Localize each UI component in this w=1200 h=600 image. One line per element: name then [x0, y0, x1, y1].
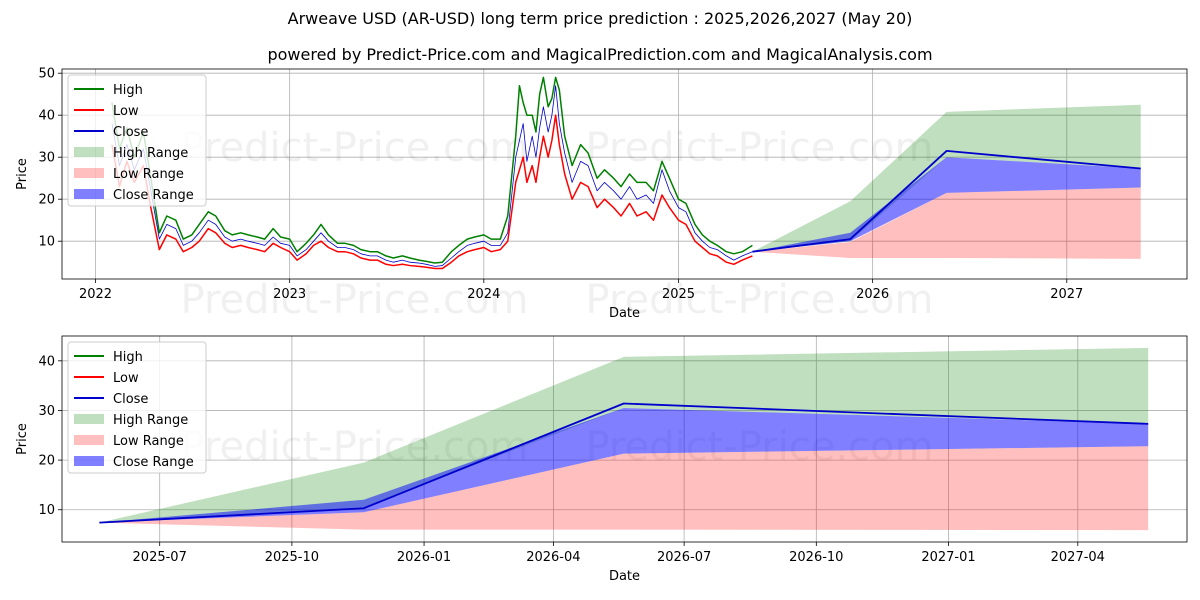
close-range-band — [99, 407, 1149, 523]
y-tick-label: 30 — [38, 151, 55, 166]
close-range-band — [752, 157, 1141, 252]
watermark: Predict-Price.com — [586, 277, 934, 323]
high-range-band — [99, 347, 1149, 523]
watermark: Predict-Price.com — [181, 277, 529, 323]
plot-area — [99, 347, 1149, 531]
y-axis-label: Price — [15, 423, 30, 455]
y-tick-label: 40 — [38, 354, 55, 369]
x-tick-label: 2026-07 — [657, 550, 711, 565]
y-tick-label: 20 — [38, 454, 55, 469]
x-tick-label: 2026-04 — [526, 550, 580, 565]
y-tick-label: 50 — [38, 67, 55, 82]
axes-frame — [61, 335, 1188, 543]
watermark: Predict-Price.com — [181, 125, 529, 171]
legend-swatch-low-range — [74, 168, 104, 178]
high-series-line — [111, 76, 753, 264]
axes-frame — [61, 68, 1188, 280]
legend-label-close: Close — [113, 125, 148, 140]
legend-box — [67, 341, 207, 474]
x-tick-label: 2022 — [79, 287, 112, 302]
legend-label-low: Low — [113, 104, 139, 119]
legend-swatch-low-range — [74, 435, 104, 445]
legend-label-high: High — [113, 350, 143, 365]
close-forecast-line — [99, 402, 1149, 524]
y-tick-label: 10 — [38, 503, 55, 518]
legend: High Low Close High Range Low Range Close Ran… — [67, 341, 207, 474]
x-tick-label: 2027-01 — [921, 550, 975, 565]
y-tick-label: 40 — [38, 109, 55, 124]
chart-title: Arweave USD (AR-USD) long term price pre… — [287, 9, 913, 28]
low-range-band — [752, 187, 1141, 259]
x-tick-label: 2023 — [273, 287, 306, 302]
y-axis-label: Price — [15, 158, 30, 190]
legend: High Low Close High Range Low Range Close Ran… — [67, 74, 207, 207]
legend-label-high-range: High Range — [113, 146, 188, 161]
x-tick-label: 2026 — [856, 287, 889, 302]
chart-panel-top: Predict-Price.com Predict-Price.com Predic… — [15, 67, 1188, 323]
watermark: Predict-Price.com — [586, 125, 934, 171]
legend-label-close-range: Close Range — [113, 455, 194, 470]
x-tick-label: 2027 — [1050, 287, 1083, 302]
legend-swatch-high-range — [74, 147, 104, 157]
y-tick-label: 20 — [38, 193, 55, 208]
plot-area — [111, 76, 1141, 270]
x-tick-label: 2024 — [467, 287, 500, 302]
x-axis-label: Date — [609, 569, 640, 584]
x-axis-label: Date — [609, 306, 640, 321]
legend-label-low-range: Low Range — [113, 167, 184, 182]
y-tick-label: 10 — [38, 235, 55, 250]
x-tick-label: 2025-07 — [133, 550, 187, 565]
y-tick-label: 30 — [38, 404, 55, 419]
low-range-band — [99, 446, 1149, 531]
chart-panel-bottom: Predict-Price.comPredict-Price.com2025-0… — [15, 335, 1188, 584]
legend-label-high-range: High Range — [113, 413, 188, 428]
legend-label-low-range: Low Range — [113, 434, 184, 449]
close-forecast-line — [752, 149, 1141, 253]
x-tick-label: 2027-04 — [1051, 550, 1105, 565]
x-tick-label: 2025-10 — [265, 550, 319, 565]
x-tick-label: 2025 — [662, 287, 695, 302]
legend-swatch-high-range — [74, 414, 104, 424]
x-tick-label: 2026-01 — [397, 550, 451, 565]
chart-subtitle: powered by Predict-Price.com and Magical… — [267, 45, 933, 64]
legend-box — [67, 74, 207, 207]
close-series-line — [111, 85, 753, 267]
legend-swatch-close-range — [74, 456, 104, 466]
legend-label-close-range: Close Range — [113, 188, 194, 203]
legend-swatch-close-range — [74, 189, 104, 199]
high-range-band — [752, 104, 1141, 252]
x-tick-label: 2026-10 — [789, 550, 843, 565]
legend-label-high: High — [113, 83, 143, 98]
low-series-line — [111, 114, 753, 270]
legend-label-low: Low — [113, 371, 139, 386]
legend-label-close: Close — [113, 392, 148, 407]
